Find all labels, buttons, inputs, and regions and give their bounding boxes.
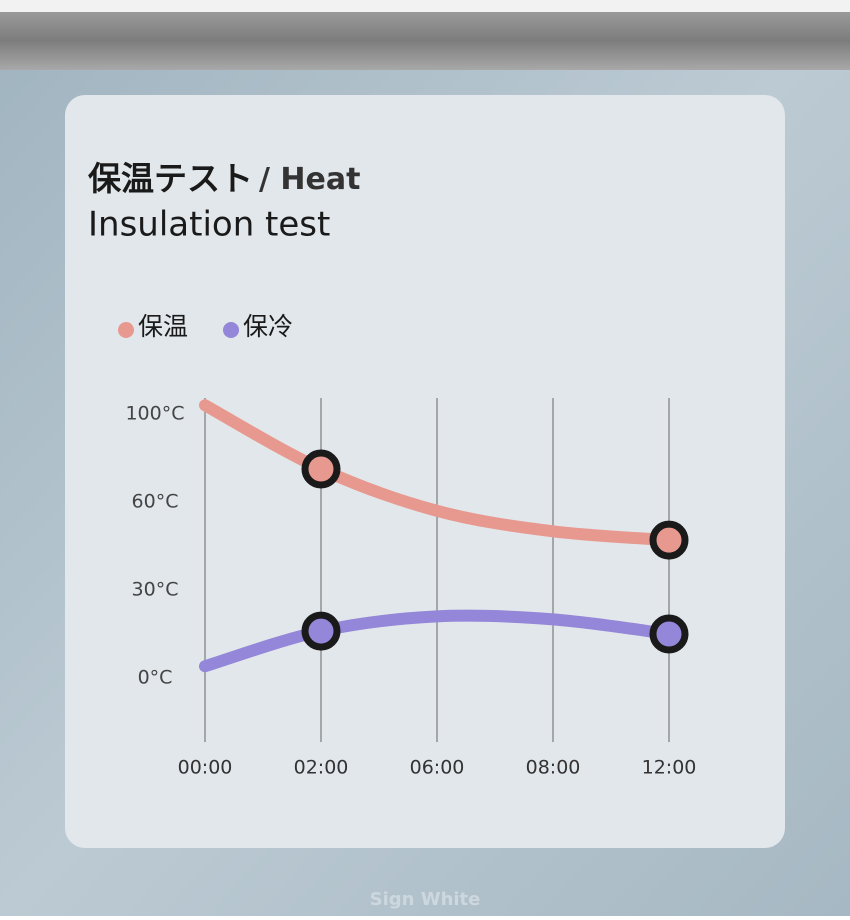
y-tick-label: 60°C [132, 491, 179, 513]
legend-label: 保温 [138, 312, 188, 341]
x-tick-label: 06:00 [410, 757, 465, 779]
chart-subtitle: Insulation test [88, 205, 330, 245]
data-point [649, 614, 689, 654]
top-bar [0, 12, 850, 70]
title-ja: 保温テスト [88, 159, 253, 198]
x-tick-label: 02:00 [294, 757, 349, 779]
chart-title: 保温テスト / Heat [88, 159, 360, 198]
legend-swatch [118, 322, 134, 338]
y-tick-label: 30°C [132, 579, 179, 601]
x-tick-label: 00:00 [178, 757, 233, 779]
x-tick-label: 08:00 [526, 757, 581, 779]
y-tick-label: 0°C [138, 667, 173, 689]
y-tick-label: 100°C [125, 403, 184, 425]
watermark: Sign White [370, 889, 481, 910]
title-en: / Heat [259, 162, 360, 197]
data-point [301, 611, 341, 651]
x-tick-label: 12:00 [642, 757, 697, 779]
data-line [199, 399, 675, 547]
legend-swatch [223, 322, 239, 338]
data-line [199, 609, 675, 673]
data-point [301, 449, 341, 489]
top-strip [0, 0, 850, 12]
data-point [649, 520, 689, 560]
legend-label: 保冷 [243, 312, 293, 341]
plot: 00:00 02:00 06:00 08:00 12:00 0°C 30°C 60°C 100°… [118, 312, 696, 779]
card [65, 95, 785, 848]
